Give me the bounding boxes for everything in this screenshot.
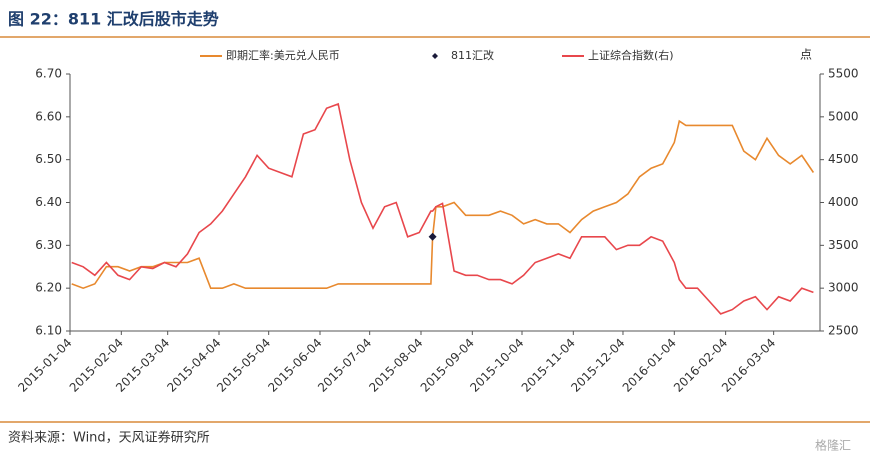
event-marker bbox=[428, 232, 437, 241]
x-tick-label: 2015-01-04 bbox=[15, 336, 74, 395]
legend-label: 即期汇率:美元兑人民币 bbox=[226, 48, 340, 62]
y-tick-label: 6.40 bbox=[35, 195, 62, 209]
source: 资料来源：Wind，天风证券研究所 bbox=[8, 430, 210, 446]
x-tick-label: 2015-05-04 bbox=[214, 336, 273, 395]
x-tick-label: 2015-12-04 bbox=[568, 336, 627, 395]
x-tick-label: 2015-10-04 bbox=[467, 336, 526, 395]
y2-tick-label: 3000 bbox=[828, 281, 859, 295]
series-line bbox=[71, 102, 814, 315]
y2-tick-label: 5000 bbox=[828, 109, 859, 123]
series-line bbox=[71, 119, 815, 290]
y2-tick-label: 2500 bbox=[828, 324, 859, 338]
y-tick-label: 6.60 bbox=[35, 109, 62, 123]
legend-label: 811汇改 bbox=[451, 48, 494, 62]
legend-label: 上证综合指数(右) bbox=[588, 48, 674, 62]
y2-tick-label: 4000 bbox=[828, 195, 859, 209]
legend-symbol bbox=[432, 53, 438, 59]
x-tick-label: 2016-01-04 bbox=[620, 336, 679, 395]
y2-tick-label: 4500 bbox=[828, 152, 859, 166]
y-tick-label: 6.30 bbox=[35, 238, 62, 252]
x-tick-label: 2015-07-04 bbox=[315, 336, 374, 395]
x-tick-label: 2015-08-04 bbox=[366, 336, 425, 395]
y2-unit: 点 bbox=[800, 48, 812, 62]
watermark: 格隆汇 bbox=[815, 438, 851, 453]
chart-title: 图 22：811 汇改后股市走势 bbox=[8, 10, 219, 29]
y2-tick-label: 3500 bbox=[828, 238, 859, 252]
y-tick-label: 6.50 bbox=[35, 152, 62, 166]
y-tick-label: 6.20 bbox=[35, 281, 62, 295]
y-tick-label: 6.10 bbox=[35, 324, 62, 338]
y-tick-label: 6.70 bbox=[35, 67, 62, 81]
y2-tick-label: 5500 bbox=[828, 67, 859, 81]
